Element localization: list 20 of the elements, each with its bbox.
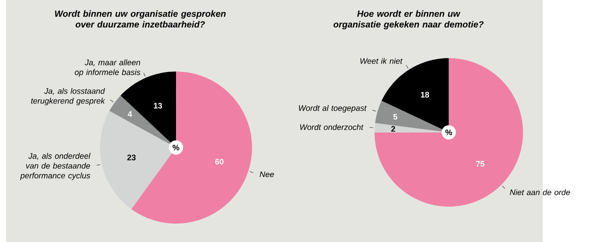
slice-label: Ja, als losstaand terugkerend gesprek bbox=[31, 88, 106, 106]
slice-label: Ja, als onderdeel van de bestaande performance cyclus bbox=[20, 152, 90, 180]
data-label: 60 bbox=[215, 158, 224, 164]
chart-title: Wordt binnen uw organisatie gesproken over duurzame inzetbaarheid? bbox=[55, 10, 226, 28]
data-label: 75 bbox=[476, 160, 484, 166]
data-label: 13 bbox=[154, 102, 162, 108]
text: % bbox=[172, 144, 180, 150]
data-label: 5 bbox=[393, 114, 398, 120]
slice-label: Wordt onderzocht bbox=[300, 124, 364, 130]
slice-label: Wordt al toegepast bbox=[298, 104, 367, 112]
data-label: 23 bbox=[127, 154, 136, 160]
text: % bbox=[445, 129, 452, 135]
data-label: 2 bbox=[391, 126, 396, 132]
slice-label: Weet ik niet bbox=[360, 58, 403, 64]
slice-label: Nee bbox=[260, 171, 274, 177]
slice-label: Ja, maar alleen op informele basis bbox=[74, 59, 140, 76]
chart-title: Hoe wordt er binnen uw organisatie gekeken naar demotie? bbox=[334, 10, 484, 30]
data-label: 18 bbox=[420, 92, 430, 98]
slice-label: Niet aan de orde bbox=[510, 189, 570, 195]
data-label: 4 bbox=[128, 111, 132, 117]
